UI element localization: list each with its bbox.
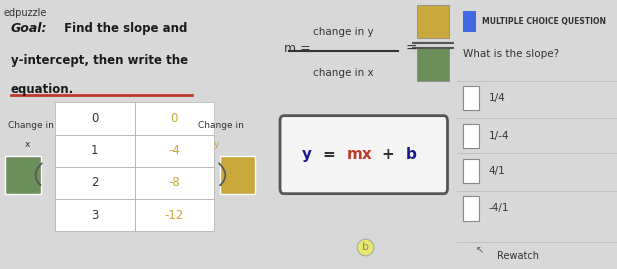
Text: 1/4: 1/4 — [489, 93, 505, 103]
Text: change in x: change in x — [313, 68, 374, 78]
Text: y: y — [302, 147, 312, 162]
FancyBboxPatch shape — [55, 199, 135, 231]
Text: Y: Y — [170, 112, 179, 125]
FancyArrowPatch shape — [36, 163, 42, 185]
Text: -8: -8 — [168, 176, 180, 189]
FancyBboxPatch shape — [416, 48, 449, 81]
Text: edpuzzle: edpuzzle — [3, 8, 46, 18]
Text: 1: 1 — [91, 144, 99, 157]
FancyBboxPatch shape — [280, 116, 447, 194]
Text: Find the slope and: Find the slope and — [60, 22, 188, 34]
Text: b: b — [362, 242, 369, 253]
Text: 1/-4: 1/-4 — [489, 131, 509, 141]
FancyBboxPatch shape — [135, 134, 214, 167]
Text: equation.: equation. — [11, 83, 74, 96]
FancyBboxPatch shape — [463, 124, 479, 148]
FancyBboxPatch shape — [135, 167, 214, 199]
FancyBboxPatch shape — [55, 102, 135, 134]
FancyBboxPatch shape — [55, 134, 135, 167]
Text: -4/1: -4/1 — [489, 203, 509, 214]
Text: Change in: Change in — [8, 121, 54, 130]
Text: -4: -4 — [168, 144, 180, 157]
FancyBboxPatch shape — [55, 102, 135, 134]
FancyBboxPatch shape — [6, 156, 41, 194]
Text: y: y — [214, 140, 220, 149]
Text: X: X — [90, 112, 99, 125]
Text: mx: mx — [347, 147, 373, 162]
Text: ↖: ↖ — [476, 245, 484, 255]
Text: x: x — [25, 140, 30, 149]
Text: -12: -12 — [165, 209, 184, 222]
FancyBboxPatch shape — [55, 167, 135, 199]
Text: MULTIPLE CHOICE QUESTION: MULTIPLE CHOICE QUESTION — [482, 17, 607, 26]
FancyBboxPatch shape — [463, 196, 479, 221]
Text: 3: 3 — [91, 209, 99, 222]
FancyBboxPatch shape — [135, 102, 214, 134]
FancyBboxPatch shape — [135, 199, 214, 231]
Text: Goal:: Goal: — [11, 22, 48, 34]
Text: b: b — [405, 147, 416, 162]
FancyBboxPatch shape — [135, 102, 214, 134]
Text: +: + — [381, 147, 394, 162]
Text: =: = — [323, 147, 336, 162]
Text: =: = — [405, 41, 417, 55]
FancyBboxPatch shape — [416, 5, 449, 38]
Text: 0: 0 — [91, 112, 99, 125]
Text: y-intercept, then write the: y-intercept, then write the — [11, 54, 188, 67]
FancyArrowPatch shape — [219, 163, 225, 185]
FancyBboxPatch shape — [463, 86, 479, 110]
Text: Change in: Change in — [197, 121, 244, 130]
FancyBboxPatch shape — [220, 156, 255, 194]
Text: 4/1: 4/1 — [489, 166, 505, 176]
FancyBboxPatch shape — [463, 11, 476, 32]
Text: Rewatch: Rewatch — [497, 250, 539, 261]
Text: change in y: change in y — [313, 27, 374, 37]
Text: m =: m = — [284, 42, 310, 55]
Text: 0: 0 — [171, 112, 178, 125]
Text: 2: 2 — [91, 176, 99, 189]
FancyBboxPatch shape — [463, 159, 479, 183]
Text: What is the slope?: What is the slope? — [463, 49, 559, 59]
